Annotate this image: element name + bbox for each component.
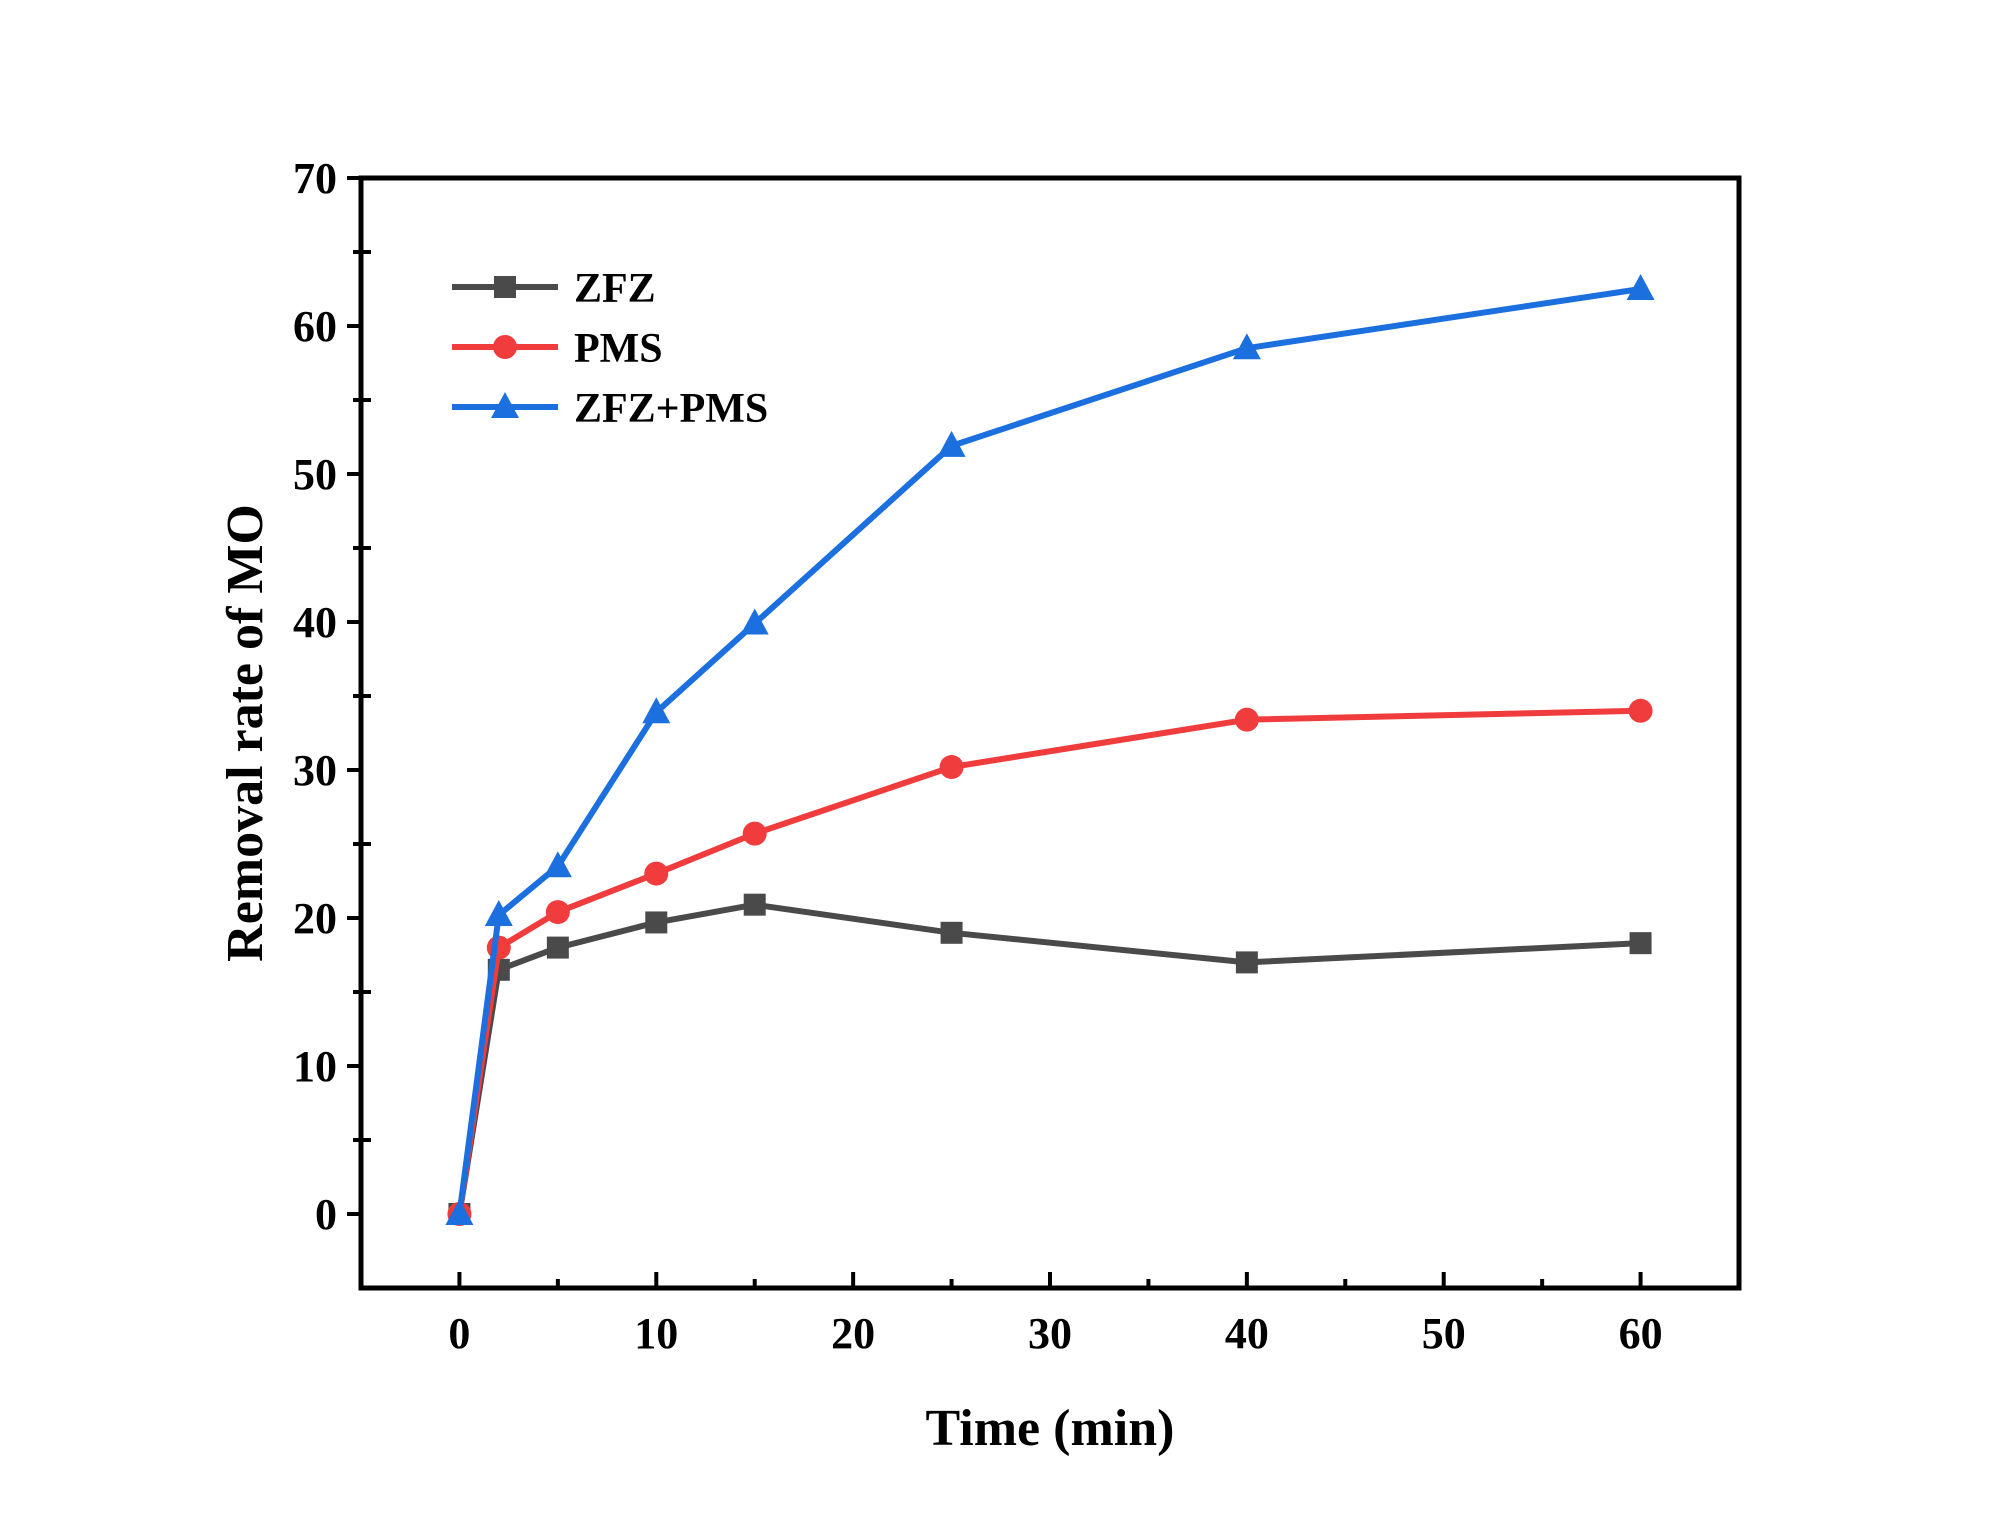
series-line-zfz-pms: [456, 286, 1642, 1215]
data-point-zfz: [1629, 932, 1652, 955]
data-point-zfz: [1235, 951, 1258, 974]
data-point-zfz: [743, 893, 766, 916]
data-point-pms: [644, 861, 669, 886]
data-point-zfz-pms: [484, 900, 513, 927]
data-point-zfz-pms: [543, 851, 572, 878]
series-line-pms: [456, 707, 1641, 1215]
y-tick-label: 40: [293, 598, 337, 647]
data-point-pms: [545, 900, 570, 925]
legend-label-pms: PMS: [574, 326, 663, 372]
data-point-zfz: [940, 921, 963, 944]
legend-marker-zfz: [494, 276, 516, 298]
series-line-zfz: [456, 901, 1641, 1215]
plot-area: [445, 274, 1655, 1226]
x-tick-label: 10: [634, 1309, 678, 1358]
data-point-zfz-pms: [740, 608, 769, 635]
legend-label-zfz: ZFZ: [574, 266, 656, 312]
y-tick-label: 20: [293, 894, 337, 943]
data-point-pms: [1234, 707, 1259, 732]
x-tick-label: 50: [1422, 1309, 1466, 1358]
axis-ticks: 0 10 20 30 40 50 60 70 0 10 20 30 40 50 60: [293, 154, 1663, 1358]
legend-label-zfz-pms: ZFZ+PMS: [574, 386, 768, 432]
series-zfz-pms: [445, 274, 1655, 1225]
data-point-zfz-pms: [642, 697, 671, 724]
x-tick-label: 60: [1619, 1309, 1663, 1358]
y-tick-label: 50: [293, 450, 337, 499]
y-tick-label: 10: [293, 1042, 337, 1091]
data-point-pms: [939, 755, 964, 780]
plot-frame: [358, 175, 1742, 1291]
data-point-pms: [1628, 698, 1653, 723]
legend-marker-zfz-pms: [491, 392, 519, 418]
x-tick-label: 0: [448, 1309, 470, 1358]
x-axis-title: Time (min): [926, 1400, 1175, 1457]
x-tick-label: 30: [1028, 1309, 1072, 1358]
data-point-zfz-pms: [1626, 274, 1655, 300]
y-axis-title: Removal rate of MO: [217, 504, 274, 962]
data-point-zfz-pms: [445, 1199, 474, 1225]
y-tick-label: 0: [315, 1190, 337, 1239]
y-tick-label: 70: [293, 154, 337, 203]
data-point-zfz: [546, 936, 569, 959]
x-tick-label: 20: [831, 1309, 875, 1358]
x-tick-label: 40: [1225, 1309, 1269, 1358]
legend-marker-pms: [493, 335, 517, 359]
data-point-zfz: [645, 911, 668, 934]
legend: ZFZ PMS ZFZ+PMS: [452, 266, 768, 432]
series-pms: [447, 698, 1653, 1226]
y-tick-label: 30: [293, 746, 337, 795]
data-point-zfz-pms: [1232, 333, 1261, 360]
data-point-pms: [742, 821, 767, 846]
y-tick-label: 60: [293, 302, 337, 351]
data-point-zfz-pms: [937, 430, 966, 457]
series-zfz: [448, 893, 1652, 1225]
